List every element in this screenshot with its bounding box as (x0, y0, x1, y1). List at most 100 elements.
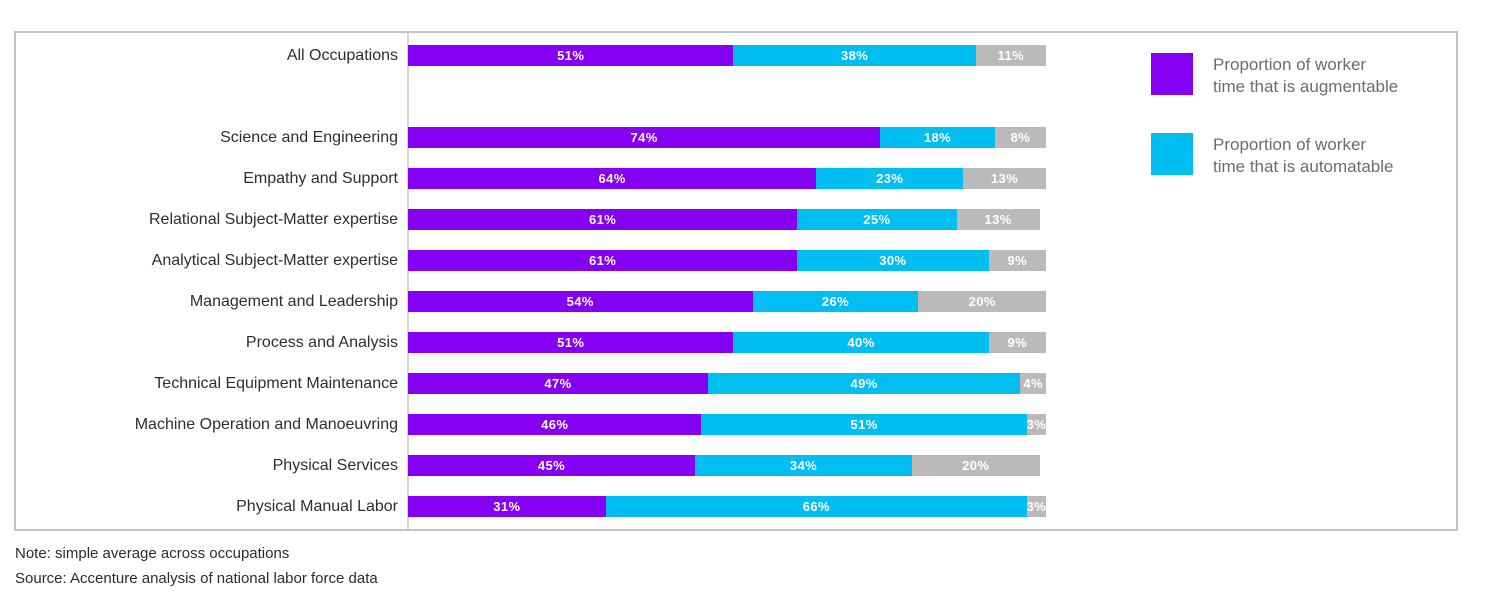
category-label: All Occupations (286, 47, 398, 64)
category-label: Physical Manual Labor (236, 498, 398, 515)
automatable-segment: 66% (605, 496, 1027, 517)
automatable-segment: 26% (752, 291, 919, 312)
bar-row: Machine Operation and Manoeuvring 46% 51% 3… (16, 414, 1456, 435)
segment-value-label: 26% (821, 294, 850, 309)
segment-value-label: 51% (557, 48, 585, 63)
bar-stack: 47% 49% 4% (408, 373, 1046, 394)
legend-label-line: Proportion of worker (1213, 135, 1367, 154)
bar-row: Process and Analysis 51% 40% 9% (16, 332, 1456, 353)
legend-swatch-automatable (1151, 133, 1193, 175)
bar-row: Physical Services 45% 34% 20% (16, 455, 1456, 476)
bar-row: All Occupations 51% 38% 11% (16, 45, 1456, 66)
bar-row: Analytical Subject-Matter expertise 61% 30… (16, 250, 1456, 271)
segment-value-label: 31% (493, 499, 521, 514)
augmentable-segment: 61% (408, 250, 798, 271)
axis-line (407, 33, 409, 529)
segment-value-label: 13% (984, 212, 1012, 227)
remainder-segment: 9% (988, 250, 1046, 271)
segment-value-label: 45% (537, 458, 566, 473)
bar-row: Physical Manual Labor 31% 66% 3% (16, 496, 1456, 517)
augmentable-segment: 61% (408, 209, 798, 230)
segment-value-label: 3% (1026, 499, 1047, 514)
legend-swatch-augmentable (1151, 53, 1193, 95)
segment-value-label: 20% (962, 458, 990, 473)
automatable-segment: 23% (816, 168, 964, 189)
segment-value-label: 74% (630, 130, 658, 145)
automatable-segment: 25% (797, 209, 957, 230)
bar-stack: 74% 18% 8% (408, 127, 1046, 148)
automatable-segment: 30% (797, 250, 989, 271)
legend-label-line: time that is automatable (1213, 157, 1394, 176)
augmentable-segment: 74% (408, 127, 881, 148)
remainder-segment: 8% (994, 127, 1046, 148)
segment-value-label: 18% (923, 130, 952, 145)
segment-value-label: 23% (876, 171, 904, 186)
category-label: Empathy and Support (243, 170, 398, 187)
note-text: Note: simple average across occupations (15, 545, 290, 562)
automatable-segment: 34% (695, 455, 912, 476)
category-label: Analytical Subject-Matter expertise (151, 252, 398, 269)
category-label: Process and Analysis (245, 334, 398, 351)
legend-label-line: Proportion of worker (1213, 55, 1367, 74)
bar-stack: 54% 26% 20% (408, 291, 1046, 312)
automatable-segment: 18% (880, 127, 995, 148)
augmentable-segment: 31% (408, 496, 606, 517)
segment-value-label: 11% (997, 48, 1025, 63)
segment-value-label: 64% (598, 171, 626, 186)
bar-row: Technical Equipment Maintenance 47% 49% 4% (16, 373, 1456, 394)
segment-value-label: 13% (990, 171, 1019, 186)
bar-stack: 51% 38% 11% (408, 45, 1046, 66)
automatable-segment: 40% (733, 332, 989, 353)
automatable-segment: 51% (701, 414, 1027, 435)
legend-label-augmentable: Proportion of worker time that is augmen… (1213, 54, 1398, 98)
segment-value-label: 51% (557, 335, 585, 350)
legend-label-automatable: Proportion of worker time that is automa… (1213, 134, 1393, 178)
augmentable-segment: 54% (408, 291, 753, 312)
category-label: Management and Leadership (189, 293, 398, 310)
segment-value-label: 61% (588, 253, 617, 268)
segment-value-label: 40% (847, 335, 875, 350)
segment-value-label: 4% (1023, 376, 1044, 391)
remainder-segment: 11% (975, 45, 1046, 66)
category-label: Technical Equipment Maintenance (154, 375, 398, 392)
bar-row: Relational Subject-Matter expertise 61% 25… (16, 209, 1456, 230)
source-text: Source: Accenture analysis of national l… (15, 570, 378, 587)
automatable-segment: 38% (733, 45, 976, 66)
chart-panel: All Occupations 51% 38% 11% Science and Engi… (14, 31, 1458, 531)
augmentable-segment: 45% (408, 455, 696, 476)
segment-value-label: 30% (879, 253, 907, 268)
bar-stack: 61% 30% 9% (408, 250, 1046, 271)
segment-value-label: 51% (850, 417, 878, 432)
bar-stack: 61% 25% 13% (408, 209, 1040, 230)
bar-stack: 45% 34% 20% (408, 455, 1040, 476)
segment-value-label: 54% (566, 294, 594, 309)
segment-value-label: 66% (802, 499, 830, 514)
augmentable-segment: 51% (408, 45, 734, 66)
augmentable-segment: 46% (408, 414, 702, 435)
segment-value-label: 61% (588, 212, 617, 227)
remainder-segment: 13% (963, 168, 1046, 189)
bar-row: Management and Leadership 54% 26% 20% (16, 291, 1456, 312)
remainder-segment: 3% (1027, 496, 1046, 517)
footnotes: Note: simple average across occupations … (15, 541, 378, 591)
bar-row: Empathy and Support 64% 23% 13% (16, 168, 1456, 189)
remainder-segment: 20% (912, 455, 1040, 476)
segment-value-label: 38% (840, 48, 869, 63)
augmentable-segment: 64% (408, 168, 817, 189)
augmentable-segment: 47% (408, 373, 708, 394)
bar-stack: 31% 66% 3% (408, 496, 1046, 517)
automatable-segment: 49% (707, 373, 1021, 394)
category-label: Relational Subject-Matter expertise (148, 211, 398, 228)
remainder-segment: 20% (918, 291, 1046, 312)
bar-stack: 51% 40% 9% (408, 332, 1046, 353)
segment-value-label: 34% (789, 458, 818, 473)
bar-row: Science and Engineering 74% 18% 8% (16, 127, 1456, 148)
bar-stack: 46% 51% 3% (408, 414, 1046, 435)
remainder-segment: 4% (1020, 373, 1046, 394)
segment-value-label: 9% (1007, 335, 1028, 350)
category-label: Machine Operation and Manoeuvring (134, 416, 398, 433)
augmentable-segment: 51% (408, 332, 734, 353)
remainder-segment: 9% (988, 332, 1046, 353)
remainder-segment: 3% (1027, 414, 1046, 435)
bar-stack: 64% 23% 13% (408, 168, 1046, 189)
